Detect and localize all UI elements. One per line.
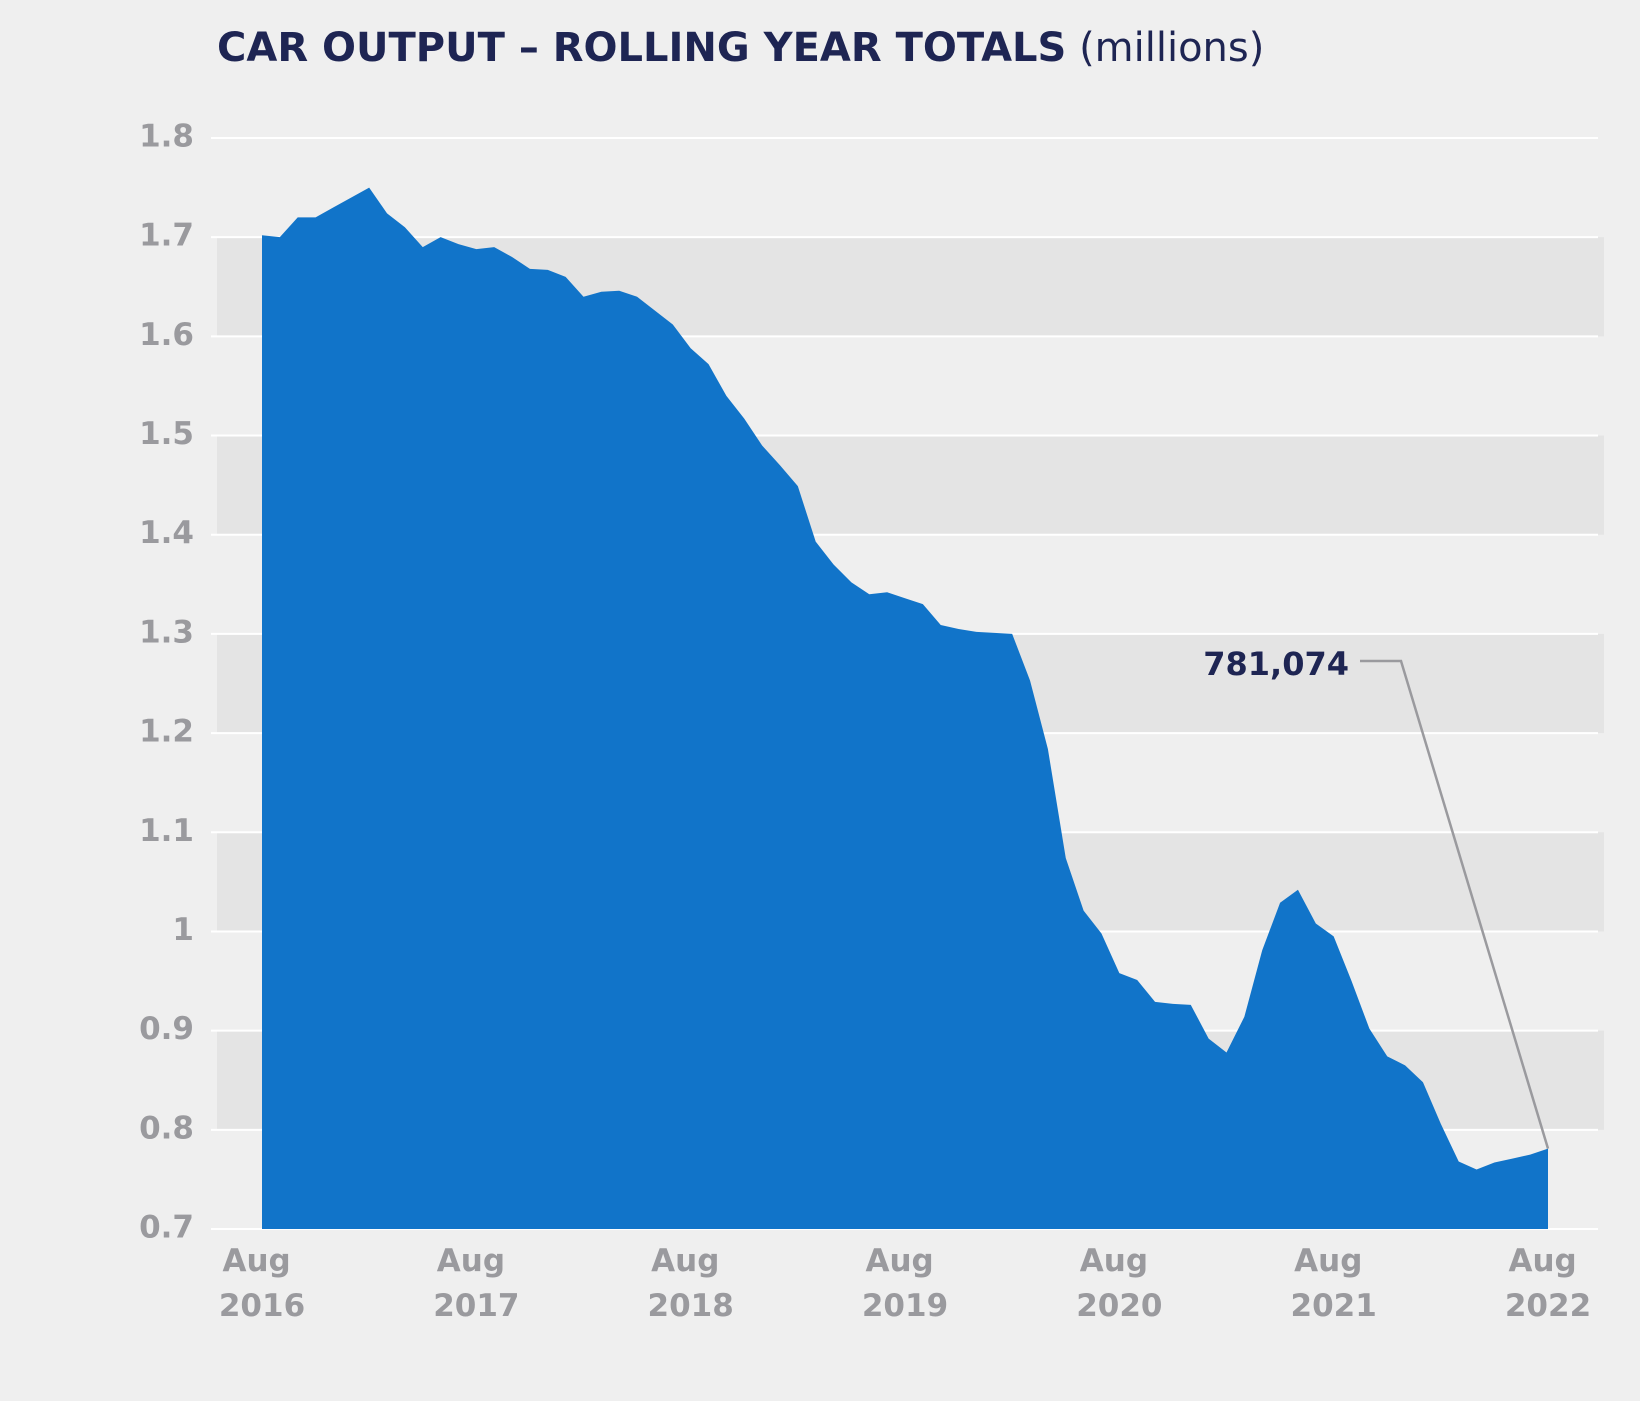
y-tick-label: 1.8 [139,119,194,155]
y-tick-label: 1.2 [139,714,194,750]
marks [262,187,1548,1229]
y-tick-label: 1 [172,912,194,948]
annotation: 781,074 [1203,645,1349,683]
y-tick-label: 0.9 [139,1011,194,1047]
y-tick-label: 1.5 [139,416,194,452]
x-tick-label: Aug 2018 [648,1243,734,1324]
x-tick-label: Aug 2020 [1076,1243,1162,1324]
x-tick-label: Aug 2021 [1291,1243,1377,1324]
x-tick-label: Aug 2017 [433,1243,519,1324]
x-tick-label: Aug 2016 [219,1243,305,1324]
chart-subtitle: (millions) [1079,25,1264,71]
y-tick-label: 1.3 [139,614,194,650]
area [262,187,1548,1229]
y-tick-label: 1.4 [139,515,194,551]
y-tick-label: 0.7 [139,1210,194,1246]
y-tick-label: 1.6 [139,317,194,353]
y-tick-label: 0.8 [139,1110,194,1146]
y-tick-label: 1.7 [139,218,194,254]
chart-title: CAR OUTPUT – ROLLING YEAR TOTALS [217,25,1066,71]
x-tick-label: Aug 2022 [1505,1243,1591,1324]
y-tick-label: 1.1 [139,813,194,849]
title-group: CAR OUTPUT – ROLLING YEAR TOTALS (millio… [217,25,1264,71]
annotation-leader [1360,659,1550,1149]
x-tick-label: Aug 2019 [862,1243,948,1324]
